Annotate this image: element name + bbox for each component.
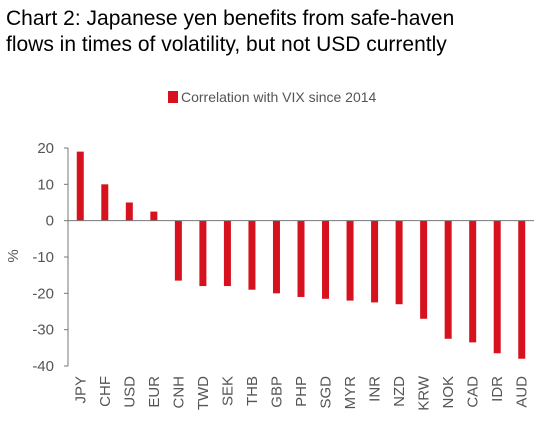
x-tick-label: USD [121, 376, 138, 408]
bar-thb [248, 220, 256, 290]
x-tick-label: INR [367, 376, 384, 402]
bar-cad [469, 220, 477, 343]
bar-krw [420, 220, 428, 319]
bar-idr [493, 220, 501, 354]
y-tick-label: 20 [37, 140, 54, 157]
x-tick-label: CHF [97, 376, 114, 407]
bar-sgd [322, 220, 330, 299]
chart-title-line-1: Chart 2: Japanese yen benefits from safe… [6, 7, 455, 30]
x-tick-label: EUR [146, 376, 163, 408]
legend-swatch [168, 91, 178, 103]
y-tick-label: -30 [32, 322, 54, 339]
bar-jpy [76, 151, 84, 221]
bar-usd [125, 202, 133, 221]
y-tick-label: -40 [32, 358, 54, 375]
bar-gbp [272, 220, 280, 294]
x-tick-label: SGD [318, 376, 335, 409]
x-tick-label: JPY [72, 376, 89, 404]
x-tick-label: IDR [489, 376, 506, 402]
y-tick-label: -20 [32, 285, 54, 302]
bar-eur [150, 211, 158, 221]
y-tick-label: 10 [37, 176, 54, 193]
bar-inr [371, 220, 379, 303]
x-tick-label: SEK [219, 376, 236, 406]
bar-sek [223, 220, 231, 287]
bar-cnh [174, 220, 182, 281]
x-tick-label: GBP [268, 376, 285, 408]
y-axis-label: % [5, 249, 22, 262]
y-tick-label: 0 [46, 213, 54, 230]
y-tick-label: -10 [32, 249, 54, 266]
bars [76, 151, 526, 359]
x-tick-label: CNH [170, 376, 187, 409]
chart-title-line-2: flows in times of volatility, but not US… [6, 33, 447, 56]
bar-nzd [395, 220, 403, 305]
x-tick-label: CAD [465, 376, 482, 408]
x-tick-label: THB [244, 376, 261, 406]
bar-nok [444, 220, 452, 339]
bar-twd [199, 220, 207, 287]
y-ticks: 20 10 0 -10 -20 -30 -40 [32, 140, 68, 375]
legend-label: Correlation with VIX since 2014 [181, 89, 377, 105]
x-tick-label: PHP [293, 376, 310, 407]
x-tick-labels: JPY CHF USD EUR CNH TWD SEK THB GBP PHP SGD MYR INR N… [72, 375, 530, 411]
bar-php [297, 220, 305, 297]
x-tick-label: NZD [391, 376, 408, 407]
bar-chf [101, 184, 109, 221]
bar-myr [346, 220, 354, 301]
bar-aud [518, 220, 526, 359]
x-tick-label: MYR [342, 376, 359, 410]
x-tick-label: KRW [416, 375, 433, 411]
chart-title: Chart 2: Japanese yen benefits from safe… [6, 6, 540, 58]
x-tick-label: NOK [440, 376, 457, 409]
x-tick-label: AUD [514, 376, 531, 408]
x-tick-label: TWD [195, 376, 212, 410]
legend: Correlation with VIX since 2014 [168, 89, 377, 105]
